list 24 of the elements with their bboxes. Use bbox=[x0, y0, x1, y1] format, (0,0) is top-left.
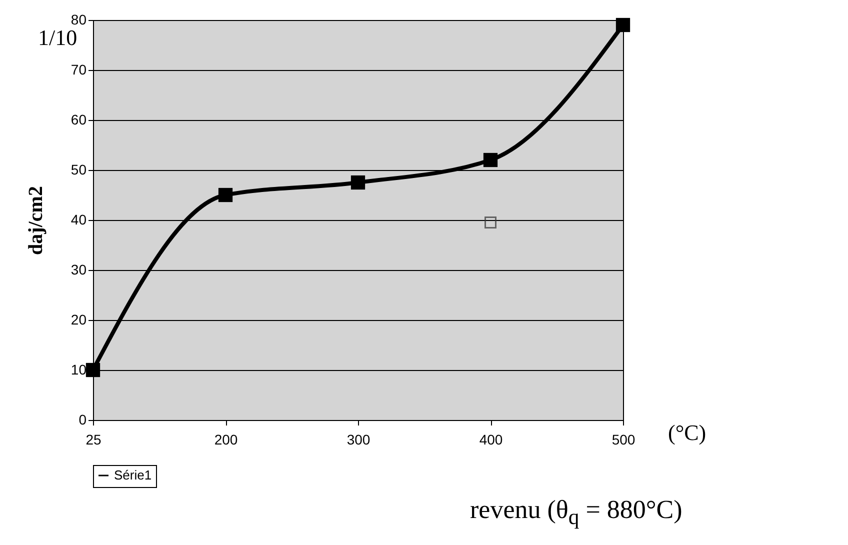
y-axis-title: daj/cm2 bbox=[24, 186, 47, 255]
x-axis-title: revenu (θ$_{q}$ = 880°C) bbox=[470, 495, 682, 530]
y-tick-label: 40 bbox=[70, 212, 87, 228]
y-tick-label: 30 bbox=[70, 262, 87, 278]
x-tick-label: 500 bbox=[612, 432, 636, 448]
y-tick-label: 10 bbox=[70, 362, 87, 378]
point bbox=[218, 188, 233, 202]
text: 1/10 bbox=[38, 25, 78, 51]
point bbox=[350, 175, 366, 190]
legend-label: Série1 bbox=[114, 468, 152, 482]
y-tick-label: 80 bbox=[70, 12, 87, 28]
point bbox=[483, 152, 498, 168]
x-tick-label: 300 bbox=[346, 432, 370, 448]
x-tick-label: 25 bbox=[86, 432, 102, 448]
point bbox=[616, 18, 630, 32]
text: (°C) bbox=[668, 420, 706, 446]
y-tick-label: 20 bbox=[70, 312, 87, 328]
x-tick-label: 200 bbox=[214, 432, 238, 448]
y-tick-label: 60 bbox=[70, 112, 87, 128]
y-tick-label: 50 bbox=[70, 162, 87, 178]
y-tick-label: 0 bbox=[78, 412, 87, 428]
x-tick-label: 400 bbox=[479, 432, 503, 448]
point bbox=[86, 362, 100, 378]
y-tick-label: 70 bbox=[70, 62, 87, 78]
